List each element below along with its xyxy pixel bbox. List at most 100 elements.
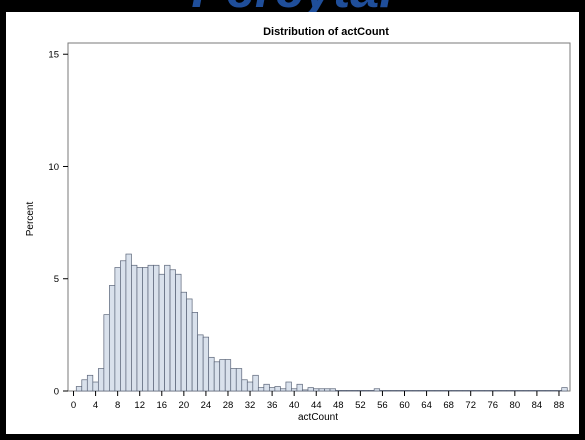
histogram-bar: [384, 390, 392, 392]
x-tick-label: 4: [93, 400, 98, 411]
y-tick-label: 10: [48, 162, 59, 173]
histogram-bar: [423, 390, 430, 392]
histogram-bar: [456, 390, 463, 392]
histogram-chart: Distribution of actCount 0 4 8 12 16 20 24 28 32…: [6, 12, 579, 434]
histogram-bar: [373, 388, 381, 392]
histogram-bar: [180, 291, 187, 392]
y-axis-label: Percent: [25, 202, 36, 237]
x-tick-label: 20: [179, 400, 190, 411]
histogram-bar: [219, 359, 226, 392]
histogram-bar: [246, 381, 254, 392]
histogram-bar: [120, 260, 127, 392]
histogram-bar: [445, 390, 452, 392]
histogram-bar: [329, 388, 336, 392]
chart-background: [6, 12, 579, 434]
histogram-bar: [401, 390, 408, 392]
histogram-bar: [186, 298, 193, 392]
histogram-bar: [153, 264, 160, 392]
histogram-bar: [285, 381, 292, 392]
x-tick-label: 12: [134, 400, 145, 411]
histogram-bar: [467, 390, 474, 392]
histogram-bar: [81, 379, 88, 392]
histogram-bar: [263, 383, 270, 392]
histogram-bar: [340, 390, 347, 392]
histogram-bar: [136, 267, 143, 392]
histogram-bar: [357, 390, 364, 392]
x-tick-label: 8: [115, 400, 120, 411]
y-tick-label: 0: [54, 387, 59, 398]
histogram-bar: [114, 267, 121, 392]
histogram-bar: [406, 390, 414, 392]
x-tick-label: 32: [245, 400, 256, 411]
histogram-bar: [291, 388, 298, 392]
histogram-bar: [533, 390, 541, 392]
histogram-bar: [92, 381, 99, 392]
histogram-bar: [142, 267, 149, 392]
histogram-bar: [335, 390, 342, 392]
x-axis-label: actCount: [298, 412, 338, 423]
x-tick-label: 88: [554, 400, 565, 411]
histogram-bar: [544, 390, 552, 392]
histogram-bar: [125, 253, 132, 392]
histogram-bar: [506, 390, 513, 392]
histogram-bar: [390, 390, 397, 392]
histogram-bar: [428, 390, 436, 392]
histogram-bar: [511, 390, 518, 392]
x-tick-label: 40: [289, 400, 300, 411]
histogram-bar: [274, 386, 281, 392]
histogram-bar: [103, 314, 110, 392]
histogram-bar: [235, 368, 243, 392]
x-tick-label: 52: [355, 400, 366, 411]
histogram-bar: [208, 356, 215, 392]
histogram-bar: [257, 387, 265, 392]
y-tick-label: 5: [54, 274, 59, 285]
histogram-bar: [451, 390, 458, 392]
histogram-bar: [462, 390, 469, 392]
histogram-bar: [318, 388, 325, 392]
histogram-bar: [528, 390, 535, 392]
chart-panel: Distribution of actCount 0 4 8 12 16 20 24 28 32…: [6, 12, 579, 434]
histogram-bar: [224, 359, 232, 392]
histogram-bar: [561, 387, 568, 392]
histogram-bar: [417, 390, 425, 392]
x-tick-label: 28: [223, 400, 234, 411]
histogram-bar: [191, 312, 198, 392]
x-tick-label: 16: [156, 400, 167, 411]
histogram-bar: [412, 390, 419, 392]
x-axis: 0 4 8 12 16 20 24 28 32 36 40 44 48 52 56 60 64 68 72 76 80 8…: [71, 391, 564, 411]
histogram-bar: [478, 390, 485, 392]
chart-title: Distribution of actCount: [263, 26, 389, 38]
x-tick-label: 48: [333, 400, 344, 411]
histogram-bar: [296, 383, 303, 392]
histogram-bar: [75, 386, 83, 392]
x-tick-label: 76: [487, 400, 498, 411]
histogram-bar: [269, 387, 276, 392]
histogram-bar: [169, 269, 176, 392]
histogram-bar: [97, 368, 105, 392]
histogram-bar: [500, 390, 507, 392]
x-tick-label: 44: [311, 400, 322, 411]
y-tick-label: 15: [48, 50, 59, 61]
histogram-bar: [550, 390, 557, 392]
y-axis: 0 5 10 15: [48, 50, 68, 398]
histogram-bar: [324, 388, 331, 392]
histogram-bar: [131, 264, 138, 392]
histogram-bar: [379, 390, 386, 392]
histogram-bar: [197, 334, 204, 392]
histogram-bar: [484, 390, 491, 392]
histogram-bar: [346, 390, 353, 392]
x-tick-label: 36: [267, 400, 278, 411]
histogram-bar: [362, 390, 370, 392]
histogram-bar: [351, 390, 358, 392]
histogram-bar: [109, 285, 116, 392]
histogram-bar: [555, 390, 563, 392]
histogram-bar: [395, 390, 403, 392]
histogram-bar: [175, 273, 182, 392]
histogram-bar: [241, 379, 248, 392]
x-tick-label: 56: [377, 400, 388, 411]
histogram-bar: [86, 374, 94, 392]
histogram-bar: [280, 388, 287, 392]
histogram-bar: [252, 374, 259, 392]
histogram-bar: [313, 388, 320, 392]
